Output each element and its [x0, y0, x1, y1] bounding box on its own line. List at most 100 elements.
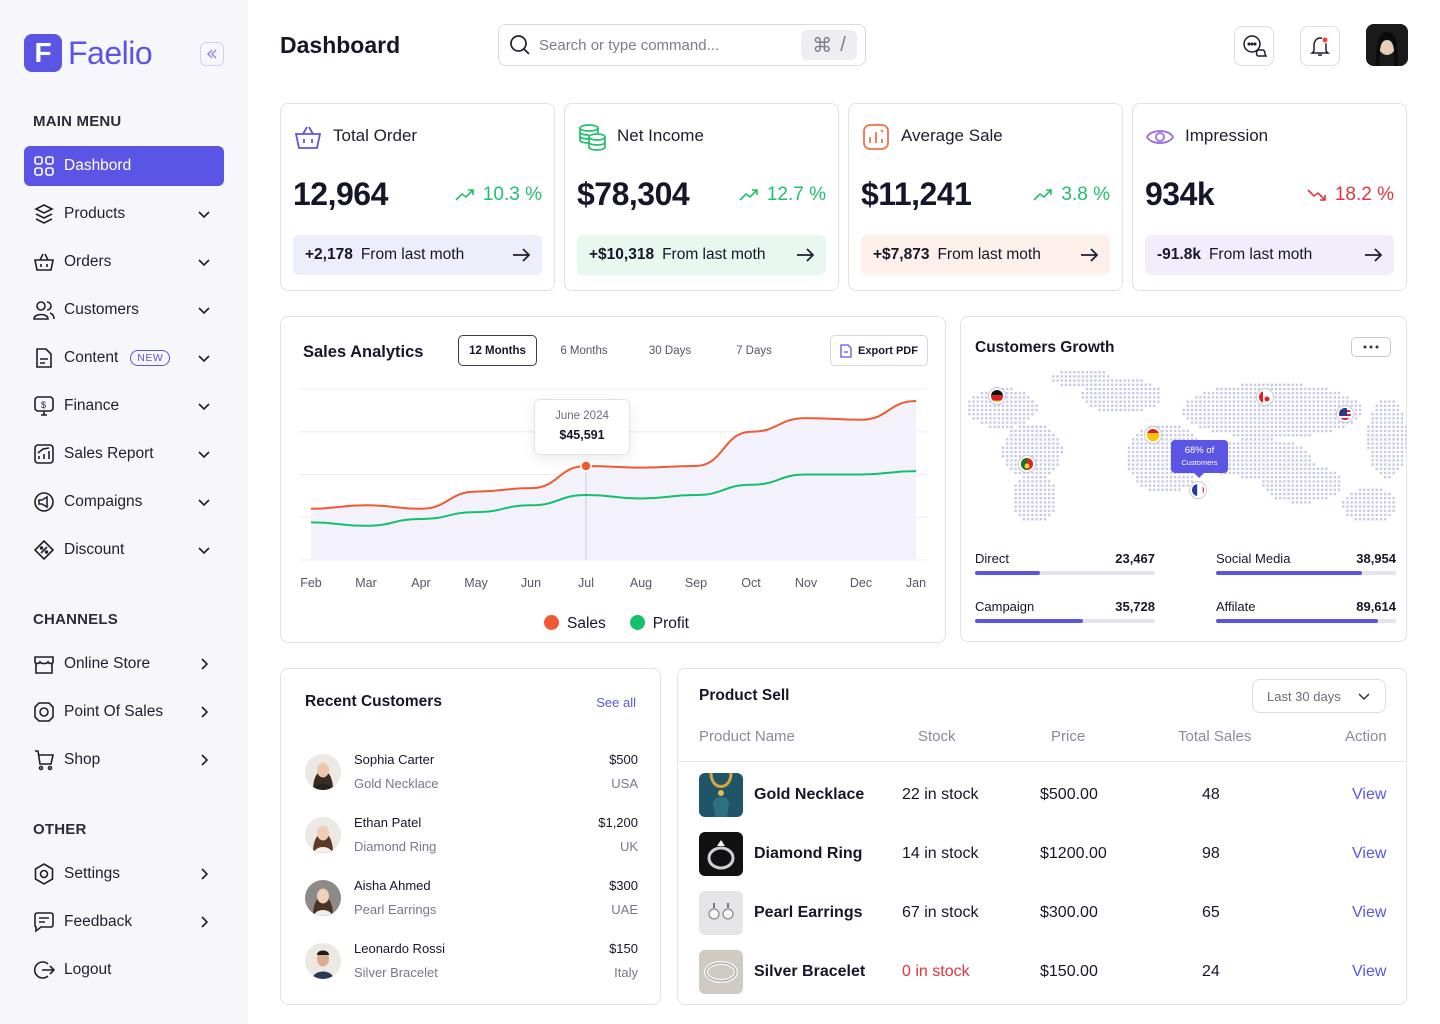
search-bar[interactable]: ⌘ /	[498, 24, 866, 66]
map-dot	[1291, 421, 1294, 424]
notifications-button[interactable]	[1300, 26, 1340, 66]
see-all-link[interactable]: See all	[596, 695, 636, 710]
map-dot	[1312, 392, 1315, 395]
map-dot	[1371, 450, 1374, 454]
map-dot	[1396, 455, 1399, 458]
map-dot	[1329, 417, 1332, 420]
map-dot	[1262, 467, 1265, 470]
view-link[interactable]: View	[1352, 904, 1387, 921]
column-header-total-sales[interactable]: Total Sales	[1178, 728, 1252, 745]
map-dot	[1115, 400, 1118, 403]
map-dot	[1384, 501, 1387, 504]
sidebar-item-feedback[interactable]: Feedback	[24, 902, 224, 942]
map-dot	[1010, 392, 1013, 395]
map-dot	[1048, 513, 1051, 517]
legend-item-profit[interactable]: Profit	[629, 615, 689, 633]
sidebar-item-settings[interactable]: Settings	[24, 854, 224, 894]
user-avatar[interactable]	[1366, 24, 1408, 66]
map-dot	[1367, 425, 1370, 428]
sidebar-item-orders[interactable]: Orders	[24, 242, 224, 282]
column-header-price[interactable]: Price	[1051, 728, 1086, 745]
sidebar-item-sales-report[interactable]: Sales Report	[24, 434, 224, 474]
map-dot	[1148, 480, 1152, 483]
map-dot	[1237, 455, 1240, 458]
stat-footer[interactable]: +2,178 From last moth	[293, 235, 542, 275]
map-dot	[1014, 408, 1017, 412]
map-dot	[1388, 413, 1391, 416]
map-dot	[1325, 392, 1328, 395]
view-link[interactable]: View	[1352, 845, 1387, 862]
usa-flag-icon[interactable]	[1337, 406, 1353, 422]
customer-row[interactable]: Leonardo Rossi Silver Bracelet $150 Ital…	[305, 941, 638, 985]
sidebar-item-finance[interactable]: $ Finance	[24, 386, 224, 426]
tab-6-months[interactable]: 6 Months	[560, 344, 608, 357]
map-dot	[1262, 480, 1265, 483]
stat-footer[interactable]: -91.8k From last moth	[1145, 235, 1394, 275]
map-dot	[1253, 383, 1257, 386]
customer-row[interactable]: Ethan Patel Diamond Ring $1,200 UK	[305, 815, 638, 859]
sidebar-item-shop[interactable]: Shop	[24, 740, 224, 780]
sidebar-item-products[interactable]: Products	[24, 194, 224, 234]
sidebar-item-customers[interactable]: Customers	[24, 290, 224, 330]
megaphone-icon	[32, 490, 56, 514]
sidebar-item-dashboard[interactable]: Dashbord	[24, 146, 224, 186]
tab-7-days[interactable]: 7 Days	[736, 344, 772, 357]
collapse-sidebar-button[interactable]	[200, 42, 224, 66]
map-dot	[1014, 509, 1017, 512]
sidebar-item-content[interactable]: Content NEW	[24, 338, 224, 378]
customers-growth-card: Customers Growth 68% of Customers Direct…	[960, 316, 1407, 642]
sidebar-item-point-of-sales[interactable]: Point Of Sales	[24, 692, 224, 732]
more-options-button[interactable]	[1351, 337, 1391, 357]
map-dot	[1010, 442, 1013, 445]
map-dot	[1400, 413, 1404, 416]
map-dot	[1295, 450, 1299, 454]
customer-row[interactable]: Sophia Carter Gold Necklace $500 USA	[305, 752, 638, 796]
column-header-product-name[interactable]: Product Name	[699, 728, 795, 745]
stat-footer[interactable]: +$10,318 From last moth	[577, 235, 826, 275]
spain-flag-icon[interactable]	[1145, 427, 1161, 443]
map-dot	[1052, 455, 1055, 458]
stat-change-value: 3.8 %	[1061, 184, 1110, 205]
map-dot	[1308, 471, 1311, 475]
map-dot	[1144, 484, 1147, 487]
map-dot	[1157, 471, 1160, 475]
france-flag-icon[interactable]	[1190, 482, 1206, 498]
canada-flag-icon[interactable]	[1257, 389, 1273, 405]
map-dot	[1039, 467, 1042, 470]
tab-30-days[interactable]: 30 Days	[648, 344, 692, 357]
sidebar-item-compaigns[interactable]: Compaigns	[24, 482, 224, 522]
map-dot	[1018, 408, 1021, 412]
map-dot	[1111, 383, 1114, 386]
customer-row[interactable]: Aisha Ahmed Pearl Earrings $300 UAE	[305, 878, 638, 922]
map-dot	[1375, 413, 1378, 416]
portugal-flag-icon[interactable]	[1019, 456, 1035, 472]
map-dot	[1367, 497, 1370, 500]
view-link[interactable]: View	[1352, 786, 1387, 803]
map-dot	[1333, 413, 1336, 416]
export-pdf-button[interactable]: Export PDF	[830, 335, 928, 366]
map-dot	[1157, 480, 1160, 483]
map-dot	[1321, 400, 1324, 403]
sidebar-item-logout[interactable]: Logout	[24, 950, 224, 990]
map-dot	[1295, 455, 1299, 458]
map-dot	[1161, 450, 1164, 454]
sidebar-item-online-store[interactable]: Online Store	[24, 644, 224, 684]
brand-logo[interactable]: F Faelio	[24, 34, 153, 72]
search-input[interactable]	[539, 36, 789, 54]
map-dot	[1123, 400, 1126, 403]
map-dot	[1367, 429, 1370, 433]
messages-button[interactable]	[1234, 26, 1274, 66]
map-dot	[1253, 434, 1257, 437]
sidebar-item-discount[interactable]: Discount	[24, 530, 224, 570]
date-range-select[interactable]: Last 30 days	[1252, 679, 1386, 713]
legend-item-sales[interactable]: Sales	[544, 615, 606, 633]
map-dot	[1127, 379, 1131, 382]
stat-footer[interactable]: +$7,873 From last moth	[861, 235, 1110, 275]
map-dot	[1371, 442, 1374, 445]
map-dot	[1321, 387, 1324, 391]
map-dot	[1321, 417, 1324, 420]
view-link[interactable]: View	[1352, 963, 1387, 980]
column-header-stock[interactable]: Stock	[918, 728, 956, 745]
tab-12-months[interactable]: 12 Months	[458, 335, 537, 366]
germany-flag-icon[interactable]	[989, 388, 1005, 404]
